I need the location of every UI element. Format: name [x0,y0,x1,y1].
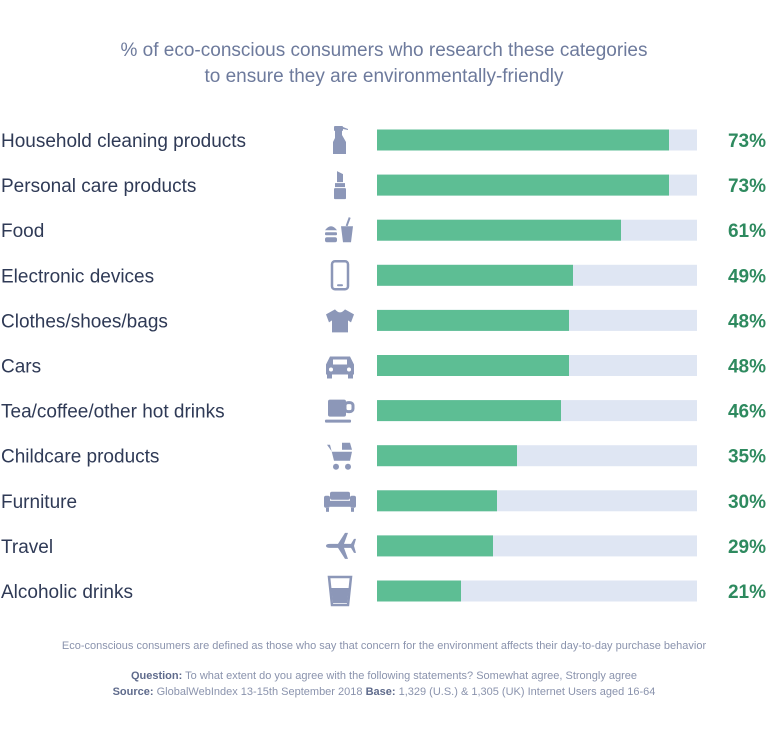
category-label: Tea/coffee/other hot drinks [1,402,225,423]
airplane-icon [326,532,356,559]
value-label: 29% [728,537,766,558]
bar [377,400,561,422]
category-label: Travel [1,537,53,558]
category-label: Furniture [1,492,77,513]
base-text: 1,329 (U.S.) & 1,305 (UK) Internet Users… [398,686,656,698]
bar [377,309,569,331]
source-text: GlobalWebIndex 13-15th September 2018 [156,686,363,698]
lipstick-icon [334,171,346,200]
bar [377,129,669,151]
spray-bottle-icon [333,126,348,154]
category-label: Electronic devices [1,266,154,287]
value-label: 35% [728,447,766,468]
category-label: Cars [1,357,41,378]
value-label: 48% [728,311,766,332]
question-label: Question: [130,670,183,682]
value-label: 30% [728,492,766,513]
chart-title: % of eco-conscious consumers who researc… [0,38,768,90]
source-label: Source: [112,686,154,698]
value-label: 73% [728,131,766,152]
base-label: Base: [365,686,396,698]
pram-icon [327,442,352,470]
bar [377,264,573,286]
category-label: Household cleaning products [1,131,246,152]
value-label: 21% [728,582,766,603]
burger-drink-icon [325,217,353,243]
question-note: Question: To what extent do you agree wi… [0,670,768,682]
bar [377,219,621,241]
definition-note: Eco-conscious consumers are defined as t… [61,640,707,652]
coffee-cup-icon [325,399,355,423]
source-note: Source: GlobalWebIndex 13-15th September… [0,686,768,698]
question-text: To what extent do you agree with the fol… [185,670,638,682]
value-label: 48% [728,357,766,378]
value-label: 49% [728,266,766,287]
value-label: 46% [728,402,766,423]
bar [377,580,461,602]
smartphone-icon [330,260,350,291]
category-label: Personal care products [1,176,196,197]
category-label: Clothes/shoes/bags [1,311,168,332]
category-label: Food [1,221,44,242]
chart-title-line-2: to ensure they are environmentally-frien… [204,66,564,87]
bar [377,535,493,557]
sofa-icon [324,491,356,512]
bar [377,445,517,467]
bar [377,174,669,196]
category-label: Childcare products [1,447,159,468]
chart-title-line-1: % of eco-conscious consumers who researc… [120,40,648,61]
bar [377,490,497,512]
shirt-icon [326,309,354,333]
bar [377,355,569,376]
category-label: Alcoholic drinks [1,582,133,603]
glass-icon [327,575,353,607]
car-icon [326,356,354,379]
value-label: 61% [728,221,766,242]
value-label: 73% [728,176,766,197]
